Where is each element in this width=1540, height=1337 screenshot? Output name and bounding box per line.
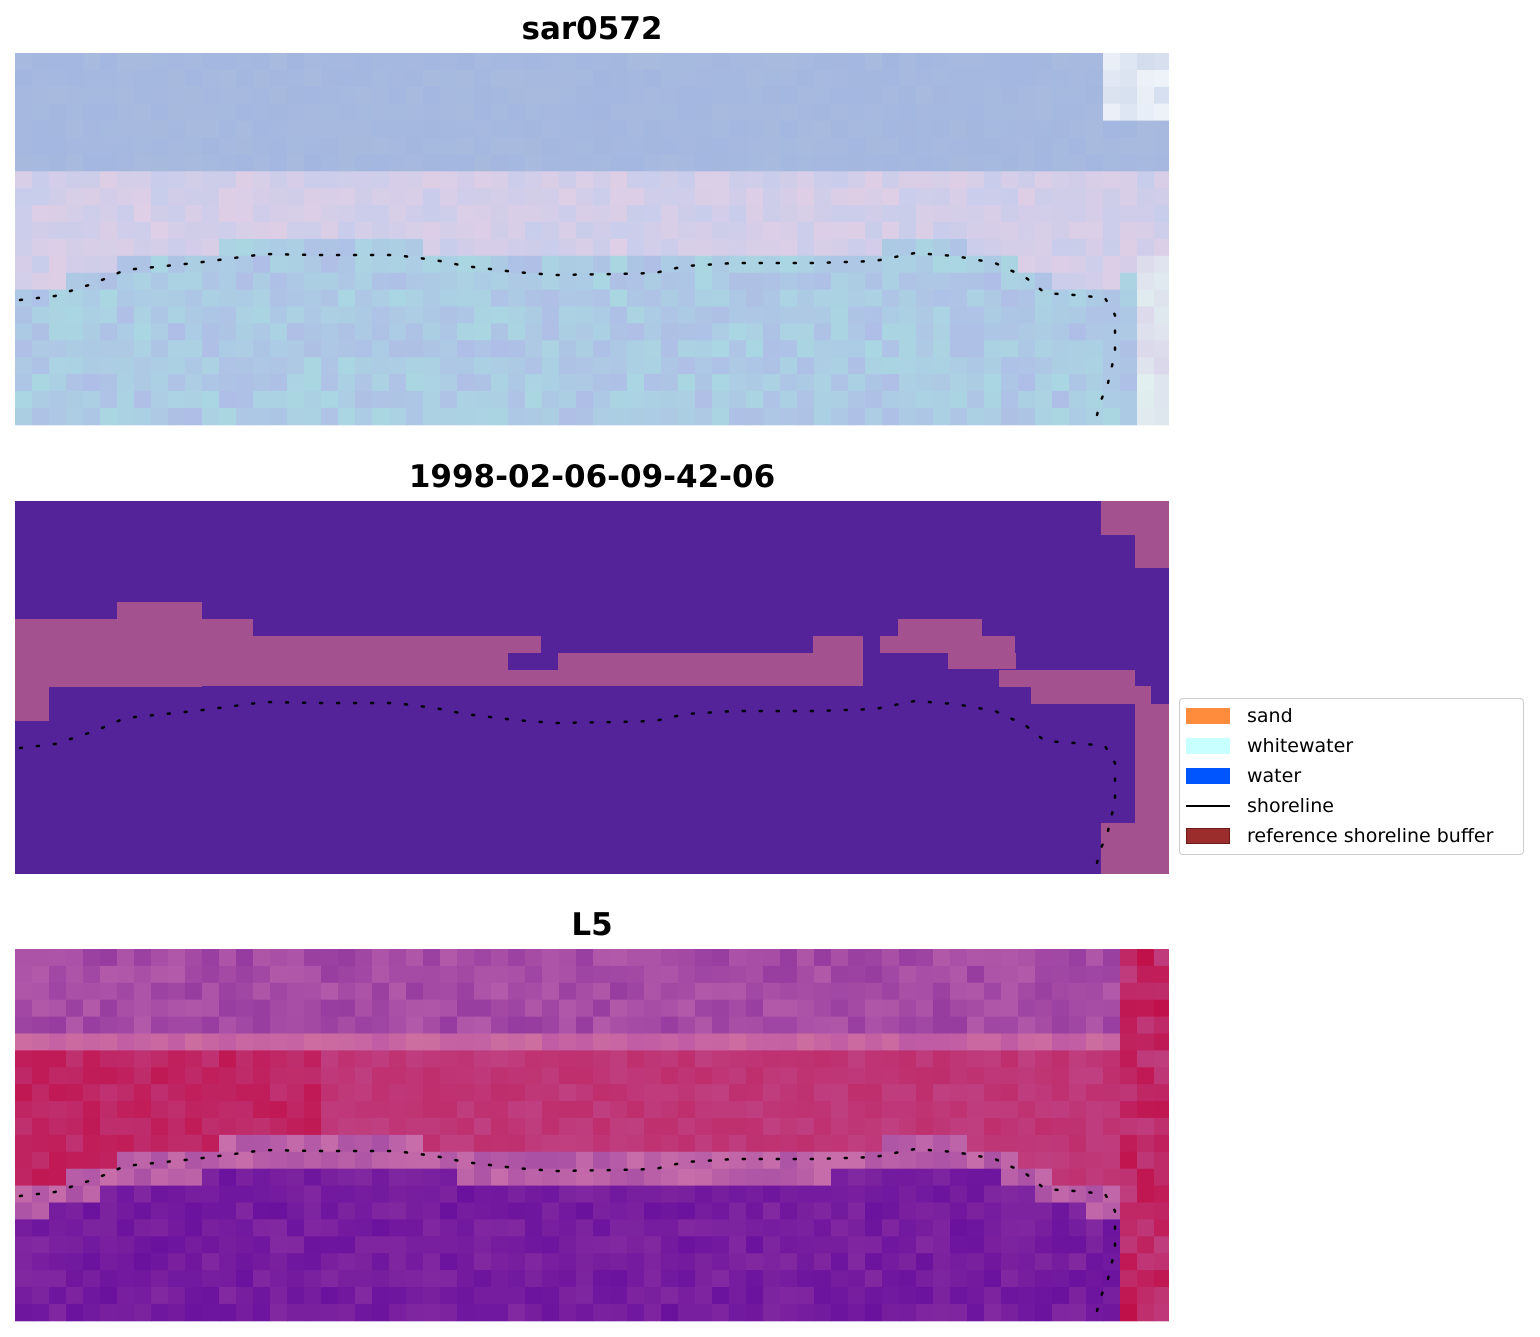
shoreline-line [18, 699, 1117, 873]
buffer-block [813, 636, 863, 686]
reference-buffer-region [15, 501, 1169, 874]
buffer-block [1031, 686, 1151, 704]
shoreline-line [18, 251, 1117, 425]
buffer-block [202, 619, 253, 686]
buffer-block [898, 619, 982, 636]
classification-background [15, 501, 1169, 874]
legend-item-water: water [1186, 765, 1301, 787]
buffer-block [999, 670, 1135, 687]
index-image [15, 949, 1169, 1322]
legend-label: sand [1247, 705, 1293, 727]
index-image-panel [15, 949, 1169, 1322]
legend-label: reference shoreline buffer [1247, 825, 1494, 847]
rgb-pixels [15, 53, 1169, 426]
whitewater-swatch [1186, 738, 1230, 754]
buffer-block [15, 619, 117, 687]
buffer-block [117, 602, 202, 687]
rgb-image [15, 53, 1169, 426]
panel-title-rgb: sar0572 [521, 11, 663, 47]
legend: sand whitewater water shoreline referenc… [1179, 698, 1524, 855]
legend-item-whitewater: whitewater [1186, 735, 1353, 757]
sand-swatch [1186, 708, 1230, 724]
legend-item-shoreline: shoreline [1186, 795, 1334, 817]
buffer-block [15, 686, 49, 721]
shoreline-line-swatch [1186, 798, 1230, 814]
water-swatch [1186, 768, 1230, 784]
buffer-block [1135, 704, 1169, 874]
buffer-block [508, 670, 558, 686]
buffer-block [1135, 535, 1169, 568]
classification-image [15, 501, 1169, 874]
legend-label: shoreline [1247, 795, 1334, 817]
reference-buffer-swatch [1186, 828, 1230, 844]
buffer-block [948, 653, 1016, 669]
panel-title-index: L5 [571, 907, 613, 943]
buffer-block [880, 636, 1015, 653]
panel-title-classification: 1998-02-06-09-42-06 [408, 459, 776, 495]
legend-item-reference-buffer: reference shoreline buffer [1186, 825, 1493, 847]
buffer-block [558, 653, 813, 686]
index-pixels [15, 949, 1169, 1322]
legend-item-sand: sand [1186, 705, 1293, 727]
buffer-block [1101, 823, 1135, 874]
buffer-block [508, 636, 541, 653]
legend-label: whitewater [1247, 735, 1354, 757]
buffer-block [1101, 501, 1169, 535]
classification-image-panel [15, 501, 1169, 874]
buffer-block [456, 653, 508, 686]
legend-label: water [1247, 765, 1302, 787]
rgb-image-panel [15, 53, 1169, 426]
shoreline-line [18, 1147, 1117, 1321]
